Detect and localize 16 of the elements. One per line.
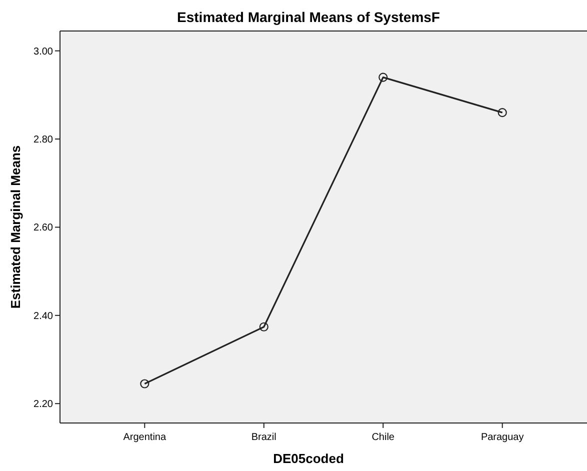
x-axis-title: DE05coded <box>273 451 344 466</box>
point <box>140 379 150 388</box>
chart-title: Estimated Marginal Means of SystemsF <box>177 9 440 25</box>
y-tick-label: 2.40 <box>34 310 54 322</box>
x-tick-label: Paraguay <box>480 432 524 443</box>
y-tick-label: 3.00 <box>34 46 54 58</box>
y-tick-label: 2.20 <box>34 399 54 410</box>
point <box>378 72 388 82</box>
x-tick-label: Brazil <box>251 432 276 443</box>
x-tick-label: Chile <box>372 432 395 443</box>
point <box>259 322 268 332</box>
x-tick-label: Argentina <box>123 432 166 443</box>
y-axis-title: Estimated Marginal Means <box>8 145 23 309</box>
y-tick-label: 2.80 <box>34 134 54 146</box>
point <box>498 108 507 118</box>
y-tick-label: 2.60 <box>34 222 54 234</box>
